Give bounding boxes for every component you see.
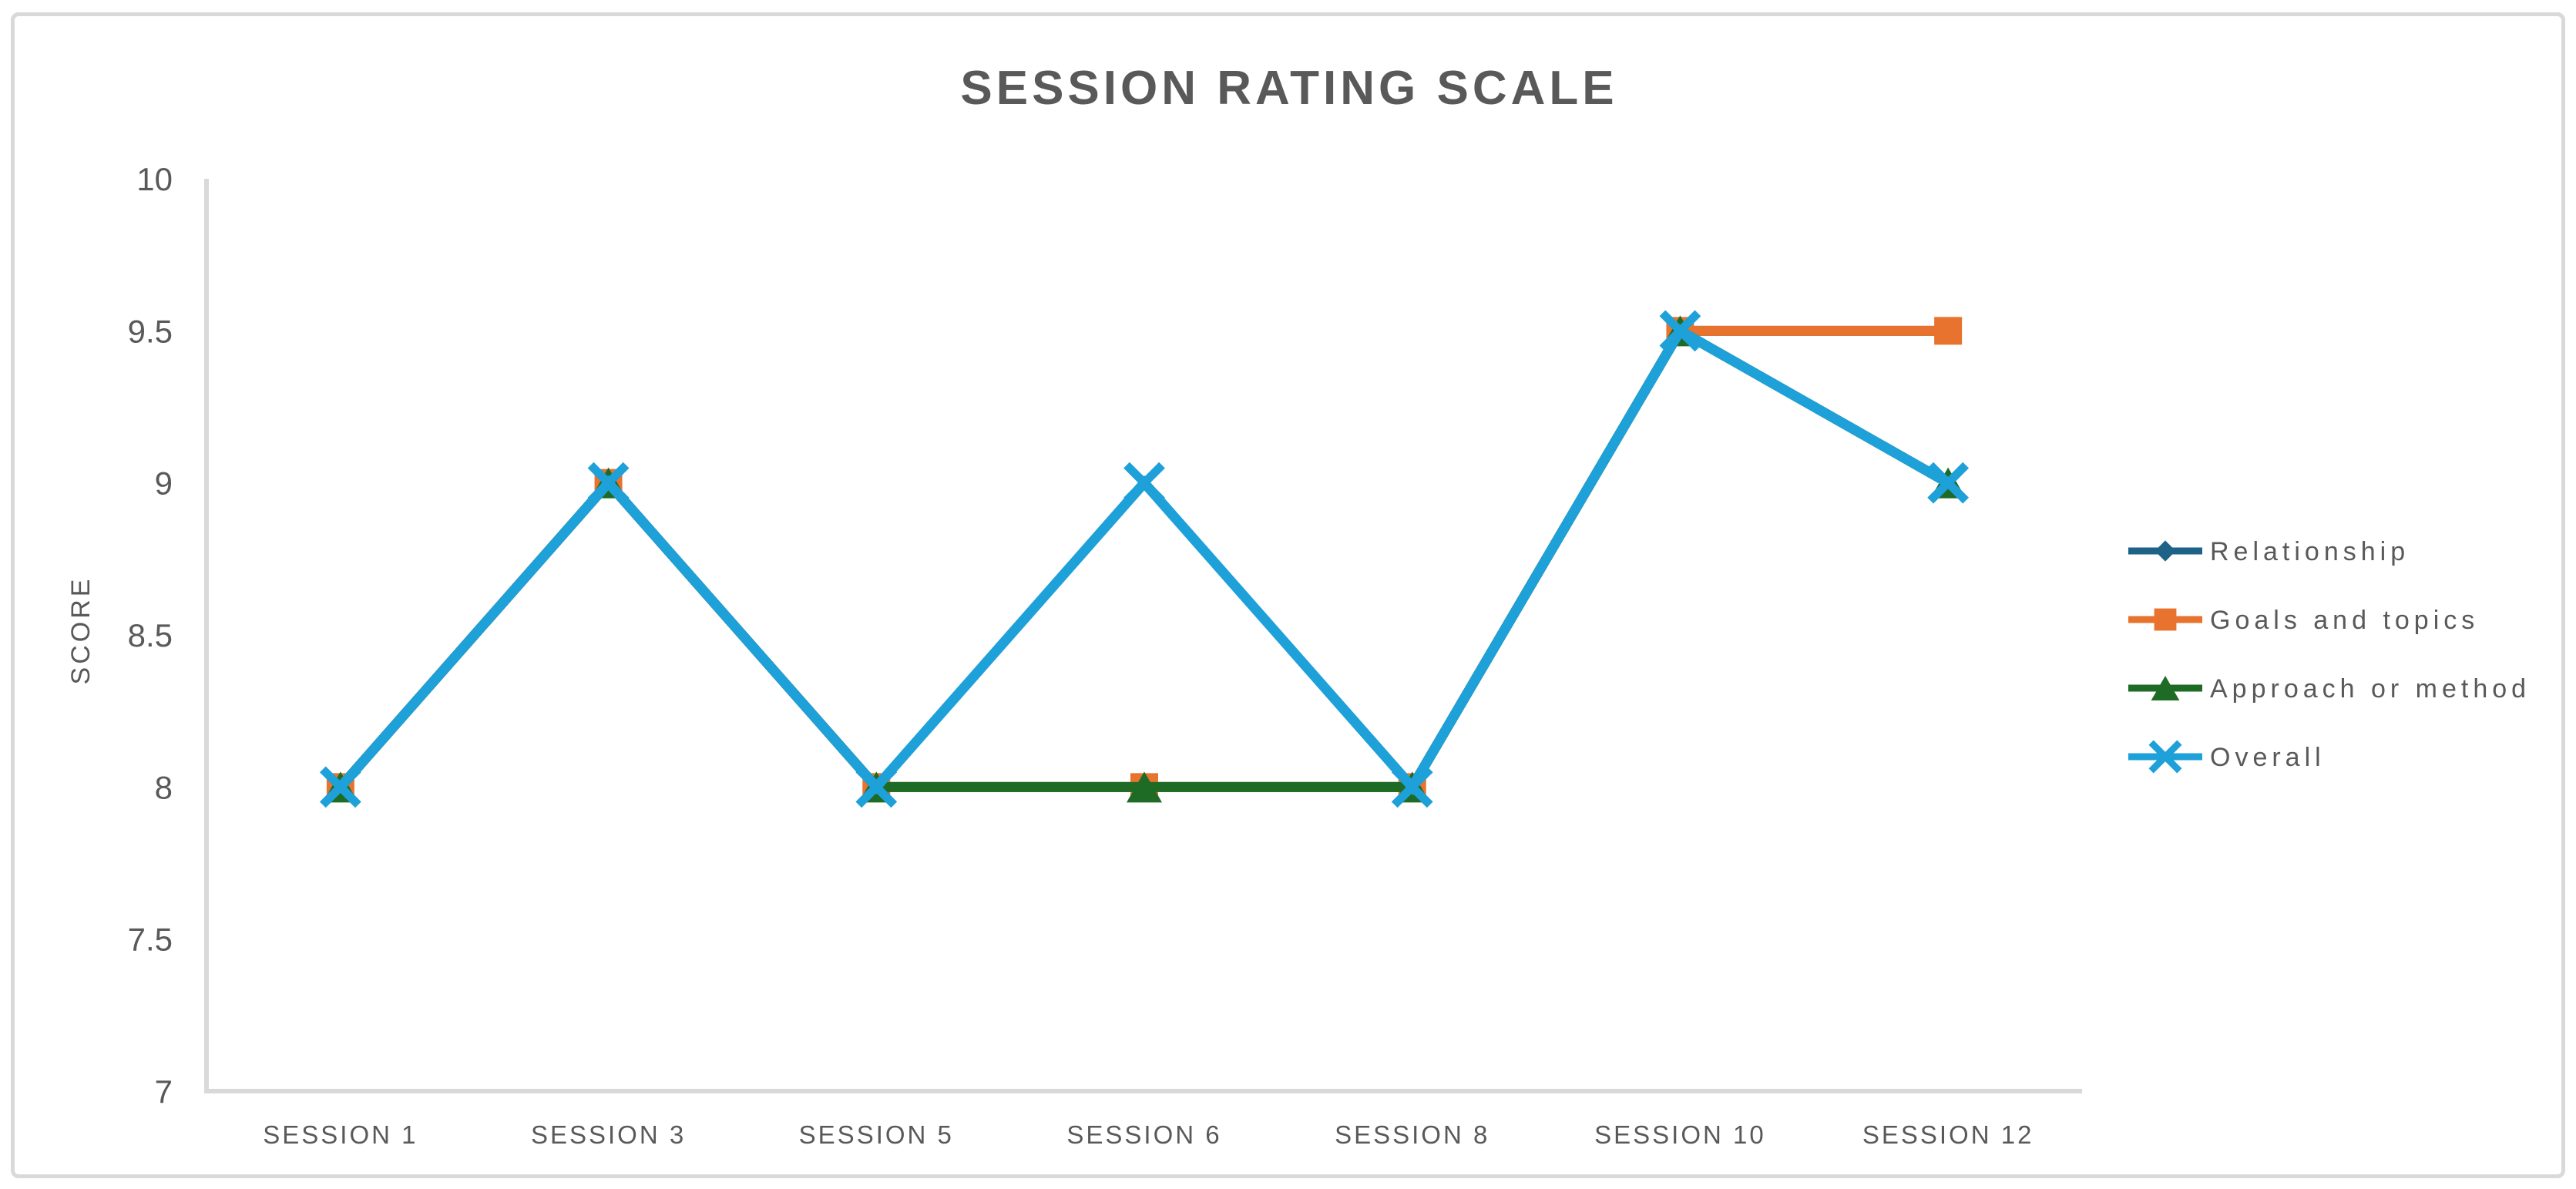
x-marker-overall-1 [587,462,630,504]
diamond-marker-legend-relationship [2155,540,2176,562]
axis-tick-labels: 7 7.5 8 8.5 9 9.5 10 SESSION 1 SESSION 3 SESSION … [128,161,2034,1149]
legend-label: Relationship [2210,537,2410,566]
approach-triangle-icon [2128,676,2202,700]
series-line-overall [336,324,1951,796]
y-tick-label: 7.5 [128,922,173,958]
legend-item-goals-and-topics[interactable]: Goals and topics [2128,606,2479,635]
series-goals-and-topics [326,317,1963,801]
x-marker-overall-2 [855,766,898,808]
x-marker-overall-6 [1927,462,1970,504]
x-tick-label-session-10: SESSION 10 [1594,1120,1766,1149]
chart-border [11,12,2565,1178]
x-marker-overall-3 [1123,462,1165,504]
series-relationship [327,317,1962,801]
triangle-marker-approach-or-method-3 [1127,771,1162,803]
goals-square-icon [2128,608,2202,631]
x-marker-overall-4 [1391,766,1433,808]
y-axis-title: SCORE [66,576,96,685]
x-marker-overall-0 [319,766,361,808]
x-tick-label-session-1: SESSION 1 [263,1120,418,1149]
series-line-relationship [336,325,1949,792]
x-tick-label-session-6: SESSION 6 [1066,1120,1221,1149]
y-tick-label: 9 [155,465,173,502]
y-tick-label: 9.5 [128,313,173,349]
legend-item-relationship[interactable]: Relationship [2128,537,2410,566]
y-tick-label: 8.5 [128,617,173,653]
x-tick-label-session-8: SESSION 8 [1335,1120,1490,1149]
y-tick-label: 8 [155,769,173,805]
x-tick-label-session-3: SESSION 3 [531,1120,686,1149]
triangle-marker-legend-approach-or-method [2151,676,2180,700]
series-overall [319,310,1970,808]
data-series-layer [319,310,1970,808]
legend-label: Overall [2210,743,2326,772]
series-approach-or-method [322,315,1966,803]
axes [204,179,2082,1093]
x-marker-legend-overall [2148,740,2182,774]
legend: Relationship Goals and topics Approach o… [2128,537,2531,774]
overall-x-icon [2128,740,2202,774]
square-marker-goals-and-topics-6 [1934,317,1963,345]
x-marker-overall-5 [1659,310,1701,352]
x-tick-label-session-12: SESSION 12 [1862,1120,2034,1149]
y-tick-label: 7 [155,1073,173,1110]
relationship-diamond-icon [2128,540,2202,562]
y-tick-label: 10 [136,161,173,197]
square-marker-legend-goals-and-topics [2154,608,2177,631]
x-tick-label-session-5: SESSION 5 [799,1120,954,1149]
legend-label: Goals and topics [2210,606,2479,635]
series-line-goals-and-topics [336,325,1949,792]
legend-item-overall[interactable]: Overall [2128,740,2326,774]
legend-label: Approach or method [2210,674,2531,704]
series-line-approach-or-method [336,324,1951,792]
legend-item-approach-or-method[interactable]: Approach or method [2128,674,2531,704]
chart-title: SESSION RATING SCALE [960,62,1617,115]
